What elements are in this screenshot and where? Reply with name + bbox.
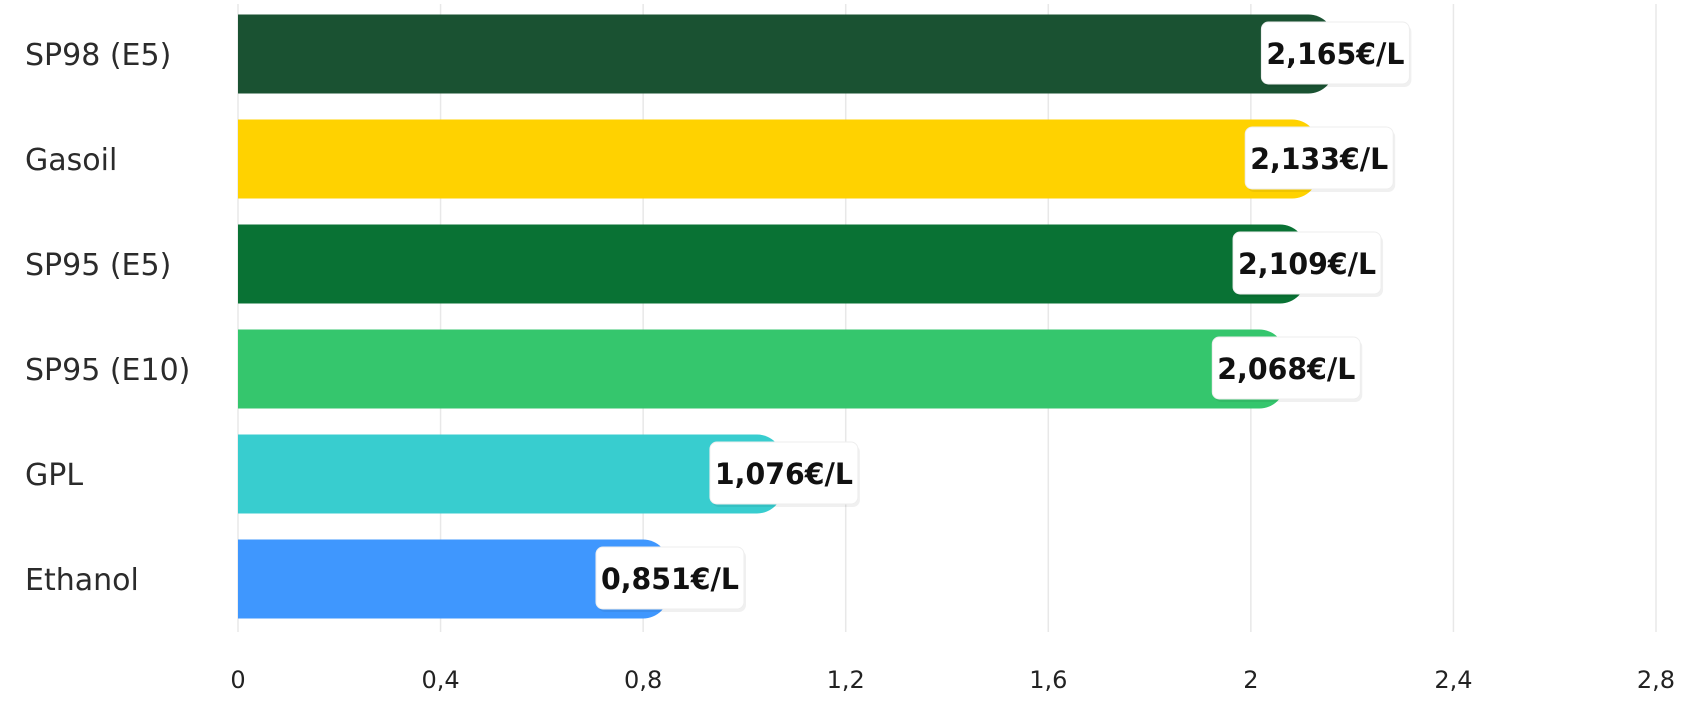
- value-labels: 2,165€/L 2,133€/L 2,109€/L 2,068€/L 1,076€/L…: [595, 21, 1412, 612]
- value-label-box: [1232, 231, 1382, 295]
- category-label: Gasoil: [25, 143, 117, 178]
- bar-gpl: [238, 434, 783, 514]
- x-tick-label: 1,2: [827, 666, 865, 694]
- value-label: 2,165€/L: [1266, 37, 1404, 71]
- grid-lines: [237, 4, 1657, 632]
- x-tick-label: 1,6: [1029, 666, 1067, 694]
- value-label-badge: 2,165€/L: [1260, 21, 1412, 87]
- value-label-box: [1244, 126, 1394, 190]
- category-labels: SP98 (E5) Gasoil SP95 (E5) SP95 (E10) GPL Eth…: [25, 38, 190, 598]
- value-label: 2,133€/L: [1250, 142, 1388, 176]
- x-tick-label: 2,8: [1637, 666, 1675, 694]
- value-label-box: [595, 546, 745, 610]
- value-label-box: [1260, 21, 1410, 85]
- bar-ethanol: [238, 539, 669, 619]
- bar-sp95-e5: [238, 224, 1307, 304]
- x-tick-label: 2,4: [1434, 666, 1472, 694]
- category-label: SP95 (E5): [25, 248, 171, 283]
- category-label: SP95 (E10): [25, 353, 190, 388]
- bar-gasoil: [238, 119, 1319, 199]
- value-label: 2,068€/L: [1217, 352, 1355, 386]
- value-label-box: [1211, 336, 1361, 400]
- category-label: GPL: [25, 458, 83, 493]
- value-label-box: [709, 441, 859, 505]
- value-label-badge: 2,133€/L: [1244, 126, 1396, 192]
- value-label: 1,076€/L: [715, 457, 853, 491]
- x-tick-label: 0,4: [421, 666, 459, 694]
- x-tick-label: 0,8: [624, 666, 662, 694]
- value-label-badge: 2,109€/L: [1232, 231, 1384, 297]
- bar-sp98-e5: [238, 14, 1335, 94]
- category-label: Ethanol: [25, 563, 139, 598]
- value-label-badge: 0,851€/L: [595, 546, 746, 612]
- bar-sp95-e10: [238, 329, 1286, 409]
- value-label-badge: 1,076€/L: [709, 441, 860, 507]
- bars: [238, 14, 1335, 619]
- x-axis-ticks: 0 0,4 0,8 1,2 1,6 2 2,4 2,8: [230, 666, 1675, 694]
- category-label: SP98 (E5): [25, 38, 171, 73]
- x-tick-label: 2: [1243, 666, 1258, 694]
- value-label: 0,851€/L: [601, 562, 739, 596]
- value-label: 2,109€/L: [1238, 247, 1376, 281]
- x-tick-label: 0: [230, 666, 245, 694]
- value-label-badge: 2,068€/L: [1211, 336, 1363, 402]
